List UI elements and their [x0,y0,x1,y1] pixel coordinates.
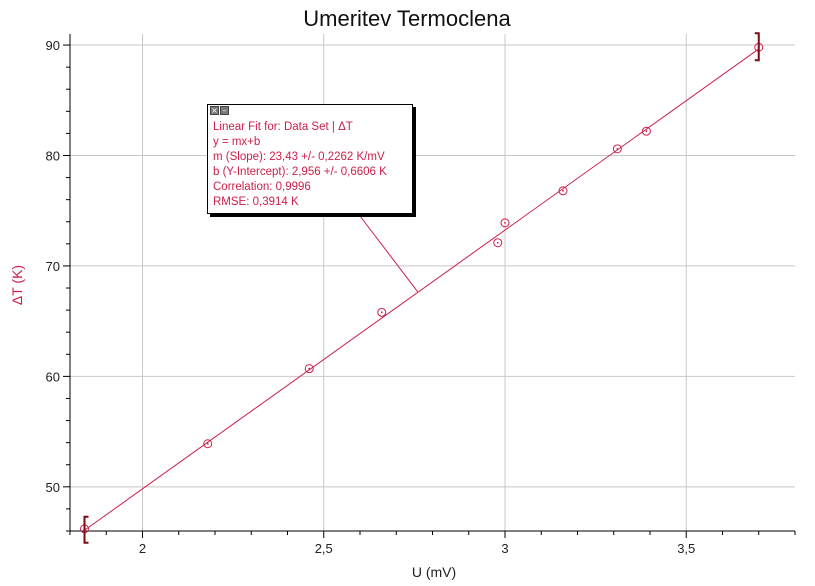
fit-box-line-title: Linear Fit for: Data Set | ΔT [213,121,353,133]
x-tick-label: 2,5 [315,541,333,556]
data-point-center [504,221,506,224]
data-point-center [645,130,648,133]
y-tick-label: 50 [46,480,60,495]
close-icon[interactable]: × [210,106,219,115]
y-axis-title: ΔT (K) [9,265,25,305]
data-point-center [206,442,209,445]
fit-line [84,48,760,531]
y-tick-label: 90 [46,38,60,53]
data-point-center [380,311,383,314]
linear-fit-annotation-box[interactable]: × – Linear Fit for: Data Set | ΔT y = mx… [207,104,413,214]
data-point-circle [558,186,568,196]
data-point-center [562,189,564,192]
fit-leader-line [359,215,419,293]
data-point-center [308,367,311,370]
fit-box-line-intercept: b (Y-Intercept): 2,956 +/- 0,6606 K [213,166,387,178]
fit-box-line-slope: m (Slope): 23,43 +/- 0,2262 K/mV [213,151,385,163]
y-tick-label: 80 [46,148,60,163]
minimize-icon[interactable]: – [220,106,229,115]
data-point [612,144,622,154]
data-point-circle [500,218,510,228]
data-point [493,238,503,248]
data-point [203,439,213,449]
fit-box-lines: Linear Fit for: Data Set | ΔT y = mx+b m… [213,120,410,210]
data-point [641,126,651,136]
fit-box-controls: × – [210,106,229,116]
x-tick-label: 2 [139,541,146,556]
y-tick-label: 60 [46,369,60,384]
data-point [558,186,568,196]
data-point-center [496,241,499,244]
ticks: 2 2,5 3 3,5 50 60 70 80 90 [46,38,796,556]
data-point-circle [203,439,213,449]
data-point [500,218,510,228]
x-axis-title: U (mV) [412,564,456,580]
data-point [304,364,314,374]
x-tick-label: 3 [501,541,508,556]
fit-box-line-correlation: Correlation: 0,9996 [213,181,311,193]
data-point-circle [641,126,651,136]
data-point-circle [493,238,503,248]
data-point-circle [377,307,387,317]
y-tick-label: 70 [46,259,60,274]
data-point-center [616,147,619,150]
range-bracket-right[interactable] [754,32,760,62]
x-tick-label: 3,5 [677,541,695,556]
range-brackets[interactable] [83,32,760,544]
fit-box-line-equation: y = mx+b [213,136,261,148]
fit-box-line-rmse: RMSE: 0,3914 K [213,196,299,208]
data-point-circle [612,144,622,154]
data-point-circle [304,364,314,374]
chart-title: Umeritev Termoclena [303,6,511,31]
range-bracket-left[interactable] [83,515,89,544]
data-point [377,307,387,317]
